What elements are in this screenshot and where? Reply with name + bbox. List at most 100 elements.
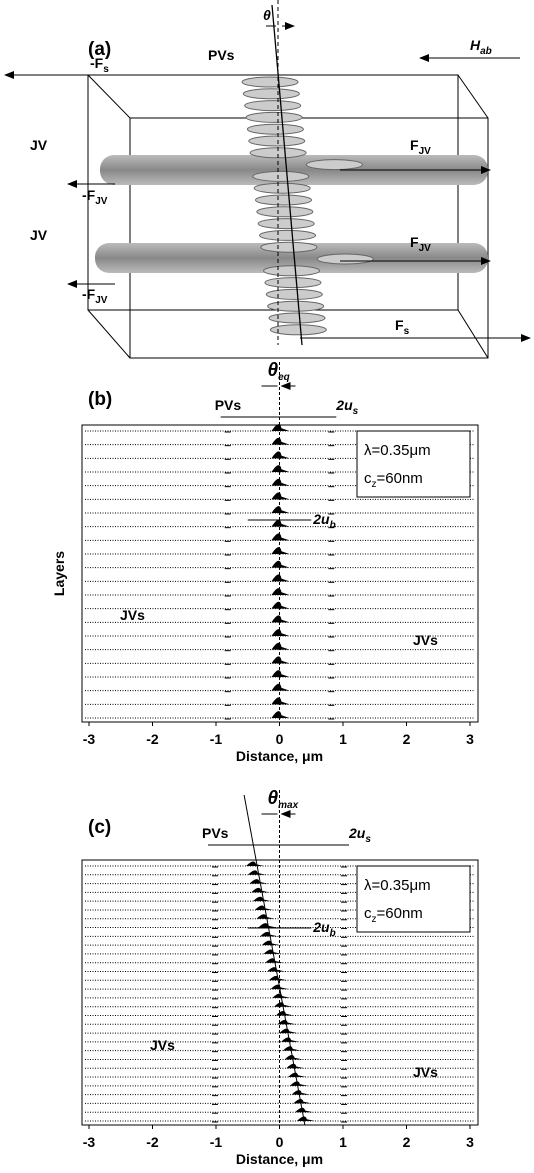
panel-label: (b) (88, 389, 112, 410)
pv-disk (242, 88, 300, 100)
main: JV (30, 227, 48, 243)
sub: JV (95, 196, 108, 207)
sub: JV (419, 243, 432, 254)
sub: s (103, 64, 109, 75)
pv-shape (271, 506, 290, 513)
pv-disk (267, 300, 325, 312)
x-axis-label: Distance, μm (236, 748, 323, 764)
pv-disk (248, 135, 306, 147)
pv-disk (244, 100, 302, 112)
pv-shape (271, 519, 290, 527)
sub: z (372, 914, 377, 925)
pv-disk (260, 241, 318, 253)
panel-label: (c) (88, 817, 111, 838)
force-label: FJV (410, 234, 431, 254)
main: c (364, 905, 372, 922)
pv-disk (264, 277, 322, 289)
x-axis-label: Distance, μm (236, 1151, 323, 1167)
theta: θ (263, 7, 271, 23)
pv-shape (271, 560, 290, 568)
force-label: PVs (208, 47, 235, 63)
param: cz=60nm (364, 905, 423, 925)
x-tick-label: -2 (146, 731, 159, 747)
main: 2u (348, 825, 366, 841)
pv-shape (271, 697, 290, 705)
panel-a-diagram (4, 0, 531, 359)
pv-shape (289, 1081, 308, 1086)
rest: =60nm (377, 905, 423, 922)
pv-shape (271, 629, 290, 636)
pv-disk (263, 265, 321, 277)
pv-shape (296, 1116, 315, 1121)
force-label: JV (30, 137, 48, 153)
x-tick-label: 0 (276, 731, 284, 747)
pv-disk (265, 288, 323, 300)
main: F (410, 234, 419, 250)
sub: max (278, 800, 298, 811)
force-label: FJV (410, 137, 431, 157)
pv-disk (269, 324, 327, 336)
x-tick-label: 2 (403, 731, 411, 747)
pv-shape (256, 914, 275, 919)
main: -F (82, 187, 96, 203)
main: H (470, 37, 481, 53)
pv-disk (268, 312, 326, 324)
main: 2u (312, 511, 330, 527)
force-label: Fs (395, 317, 410, 337)
pv-shape (275, 1011, 294, 1016)
main: -F (90, 55, 104, 71)
force-label: -Fs (90, 55, 109, 75)
sub: ab (480, 46, 492, 57)
pv-shape (271, 642, 290, 650)
pv-shape (284, 1054, 303, 1060)
main: θ (268, 360, 279, 381)
pv-disk (305, 159, 363, 171)
force-label: -FJV (82, 286, 108, 306)
main: -F (82, 286, 96, 302)
sub: z (372, 479, 377, 490)
param: λ=0.35μm (364, 442, 431, 459)
pv-shape (288, 1072, 307, 1078)
theta: θmax (268, 788, 299, 811)
pv-shape (271, 656, 290, 664)
x-tick-label: -1 (210, 731, 223, 747)
pv-disk (253, 182, 311, 194)
x-tick-label: 3 (466, 1134, 474, 1150)
pv-shape (282, 1046, 301, 1051)
pv-shape (253, 896, 272, 902)
pv-shape (271, 478, 290, 486)
main: θ (268, 788, 279, 809)
jvs-label: JVs (413, 1064, 438, 1080)
param-box (356, 865, 471, 933)
pv-shape (246, 861, 265, 866)
force-label: -FJV (82, 187, 108, 207)
pv-shape (260, 931, 279, 937)
pv-shape (291, 1090, 310, 1095)
tilt-line (243, 794, 306, 1126)
pv-shape (271, 424, 290, 431)
pv-shape (271, 492, 290, 500)
pv-shape (249, 879, 268, 884)
pv-shape (271, 683, 290, 691)
pv-shape (271, 437, 290, 445)
main: F (410, 137, 419, 153)
pv-shape (247, 870, 266, 875)
main: c (364, 470, 372, 487)
pv-shape (271, 588, 290, 595)
pv-shape (258, 923, 277, 928)
pv-disk (256, 206, 314, 218)
x-tick-label: 0 (276, 1134, 284, 1150)
x-tick-label: -1 (210, 1134, 223, 1150)
pv-shape (271, 574, 290, 582)
theta: θeq (268, 360, 290, 383)
jvs-label: JVs (150, 1037, 175, 1053)
param-box (356, 430, 471, 498)
ub-label: 2ub (312, 919, 335, 939)
main: JV (30, 137, 48, 153)
sub: b (330, 520, 336, 531)
jvs-label: JVs (120, 607, 145, 623)
field-label: Hab (470, 37, 492, 57)
sub: JV (95, 295, 108, 306)
